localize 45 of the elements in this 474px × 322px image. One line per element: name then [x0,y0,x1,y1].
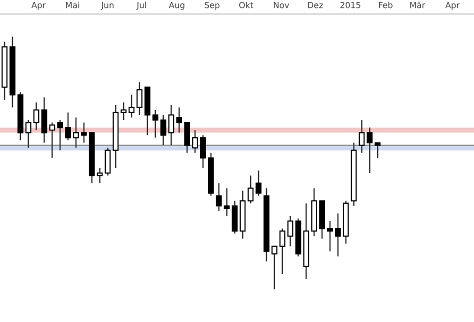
x-tick-label: Nov [274,2,290,8]
candlestick [25,119,32,148]
x-tick-label: Aug [168,2,184,10]
candlestick [73,116,79,148]
candlestick [96,167,103,184]
candlestick [334,212,341,257]
x-tick-label: Mai [66,2,80,8]
candlestick [248,174,254,204]
candlestick [65,112,71,141]
candlestick [200,134,206,169]
candlestick [152,109,158,138]
candlestick [80,122,87,144]
candlestick [33,102,40,131]
x-tick-label: Okt [239,2,254,8]
candlestick [160,114,166,146]
candlestick [192,130,198,154]
x-tick-label: Sep [204,2,220,10]
candlestick [374,142,381,159]
candlestick [279,228,286,275]
x-tick-label: Apr [31,2,46,10]
candlestick [128,94,134,118]
candlestick [120,102,127,121]
candlestick [49,122,56,159]
candlestick [136,82,142,116]
candlestick [104,147,111,176]
candlestick [176,106,182,134]
x-tick-label: 2015 [340,2,360,8]
candlestick [271,246,278,290]
candlestick [327,220,333,252]
candlestick [41,96,48,144]
candlestick [57,119,64,151]
x-tick-label: Mär [410,2,426,8]
candlestick [168,104,174,146]
candlestick [358,119,365,154]
x-tick-label: Jun [100,2,114,10]
candlestick [184,122,190,154]
x-tick-label: Feb [378,2,392,8]
candlestick [216,182,222,212]
candlestick [366,126,373,174]
candlestick [287,215,294,247]
x-tick-label: Jul [136,2,146,10]
candlestick [256,170,262,196]
x-tick-label: Apr [445,2,460,10]
x-tick-label: Dez [308,2,323,8]
candlestick [224,188,230,217]
